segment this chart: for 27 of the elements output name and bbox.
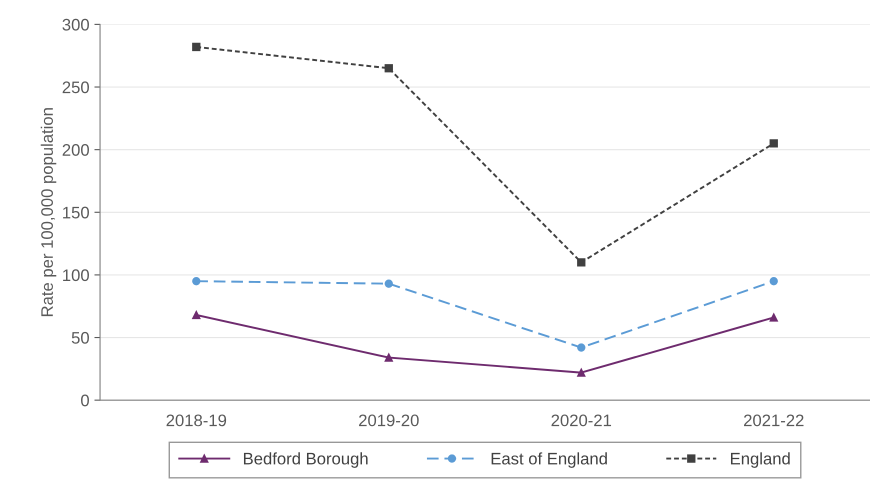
x-tick-label: 2018-19 [166, 414, 226, 426]
point [577, 258, 586, 267]
point [384, 353, 393, 362]
y-tick-label: 150 [63, 206, 89, 218]
point [384, 280, 393, 288]
point [577, 368, 586, 377]
point [577, 343, 586, 352]
point [770, 313, 778, 322]
point [770, 277, 778, 286]
x-tick-label: 2021-22 [744, 414, 804, 426]
y-axis-title: Rate per 100,000 population [40, 108, 56, 316]
point [192, 42, 200, 52]
point [192, 310, 200, 320]
y-tick-label: 100 [63, 269, 89, 282]
y-tick-label: 250 [62, 81, 89, 94]
x-tick-label: 2019-20 [359, 414, 419, 426]
point [384, 64, 393, 72]
y-tick-label: 300 [62, 18, 89, 31]
y-tick-label: 0 [81, 394, 89, 406]
y-tick-label: 50 [72, 332, 89, 344]
y-tick-label: 200 [62, 144, 89, 156]
legend-label: England [730, 452, 790, 468]
legend-label: East of England [492, 452, 607, 468]
legend-label: Bedford Borough [244, 452, 368, 468]
point [770, 139, 778, 148]
point [192, 277, 200, 286]
x-tick-label: 2020-21 [552, 414, 612, 426]
